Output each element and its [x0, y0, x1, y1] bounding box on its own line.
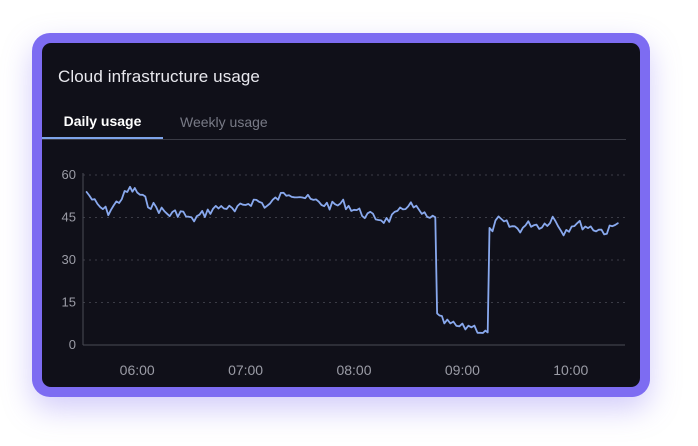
x-tick-label-1000: 10:00 — [553, 362, 588, 378]
x-tick-label-0800: 08:00 — [336, 362, 371, 378]
x-tick-label-0600: 06:00 — [120, 362, 155, 378]
tab-daily-usage[interactable]: Daily usage — [42, 105, 163, 139]
y-tick-label-45: 45 — [62, 210, 76, 225]
y-tick-label-60: 60 — [62, 167, 76, 182]
usage-series-line-0 — [85, 185, 619, 334]
usage-line-chart: 0 15 30 45 60 06:00 07:00 08:00 09:00 10:00 — [62, 167, 625, 378]
tab-bar: Daily usage Weekly usage — [42, 105, 626, 140]
tab-weekly-usage[interactable]: Weekly usage — [180, 105, 290, 139]
y-tick-label-0: 0 — [69, 337, 76, 352]
y-tick-label-30: 30 — [62, 252, 76, 267]
x-tick-label-0900: 09:00 — [445, 362, 480, 378]
x-tick-label-0700: 07:00 — [228, 362, 263, 378]
card-title: Cloud infrastructure usage — [58, 67, 260, 86]
card-frame: Cloud infrastructure usage Daily usage W… — [32, 33, 650, 397]
usage-card: Cloud infrastructure usage Daily usage W… — [42, 43, 640, 387]
y-tick-label-15: 15 — [62, 295, 76, 310]
